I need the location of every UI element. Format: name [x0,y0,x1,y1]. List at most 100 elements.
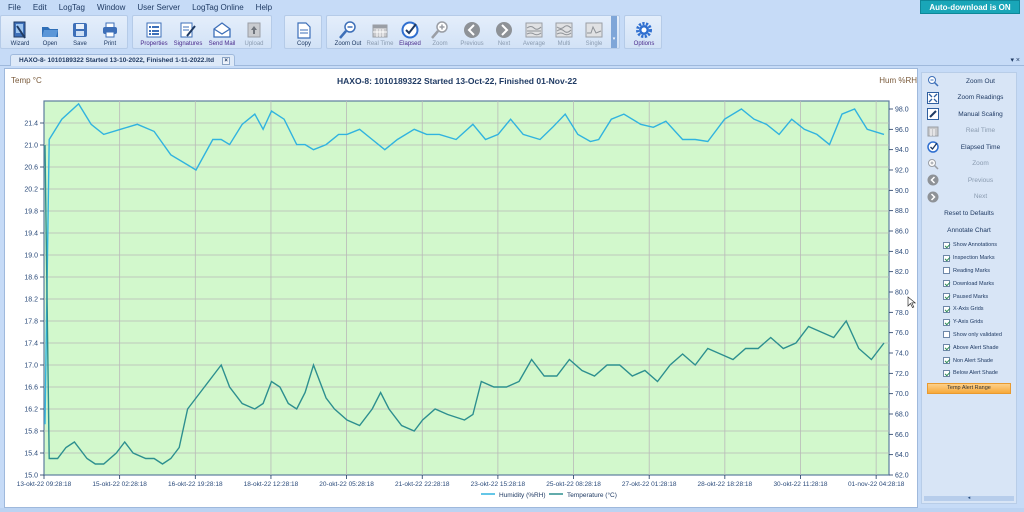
svg-text:20.6: 20.6 [24,165,38,172]
tab-controls[interactable]: ▾ × [1010,57,1020,64]
document-tab[interactable]: HAXO-8- 1010189322 Started 13-10-2022, F… [10,54,236,66]
menu-edit[interactable]: Edit [32,3,47,12]
above-alert-shade-checkbox[interactable]: Above Alert Shade [922,341,1016,354]
svg-text:28-okt-22 18:28:18: 28-okt-22 18:28:18 [698,481,753,488]
average-chart-icon [525,21,543,39]
mouse-cursor-icon [907,296,917,308]
signatures-button[interactable]: Signatures [171,16,205,50]
side-elapsed-time[interactable]: Elapsed Time [922,139,1016,156]
menu-help[interactable]: Help [255,3,273,12]
svg-text:27-okt-22 01:28:18: 27-okt-22 01:28:18 [622,481,677,488]
chart-pane: Temp °C HAXO-8: 1010189322 Started 13-Oc… [4,68,918,508]
paused-marks-checkbox[interactable]: Paused Marks [922,290,1016,303]
inspection-marks-checkbox[interactable]: Inspection Marks [922,252,1016,265]
svg-text:88.0: 88.0 [895,208,909,215]
reading-marks-checkbox[interactable]: Reading Marks [922,265,1016,278]
zoom-button[interactable]: Zoom [425,16,455,50]
wizard-icon [11,21,29,39]
left-axis-ticks: 15.0 15.4 15.8 16.2 16.6 17.0 17.4 17.8 18.2 18.6… [24,121,44,480]
calendar-icon [371,21,389,39]
save-icon [71,21,89,39]
elapsed-button[interactable]: Elapsed [395,16,425,50]
previous-button[interactable]: Previous [455,16,489,50]
reset-to-defaults-button[interactable]: Reset to Defaults [944,210,994,217]
svg-text:76.0: 76.0 [895,330,909,337]
next-icon [927,191,939,203]
side-zoom-readings[interactable]: Zoom Readings [922,90,1016,107]
manual-scaling-icon [927,108,939,121]
previous-icon [927,174,939,186]
chart-canvas[interactable]: Temp °C HAXO-8: 1010189322 Started 13-Oc… [5,69,919,509]
svg-text:16.2: 16.2 [24,407,38,414]
menu-logtag[interactable]: LogTag [58,3,85,12]
svg-text:66.0: 66.0 [895,432,909,439]
svg-text:17.8: 17.8 [24,319,38,326]
options-button[interactable]: Options [629,16,659,50]
menu-file[interactable]: File [8,3,21,12]
svg-text:01-nov-22 04:28:18: 01-nov-22 04:28:18 [848,481,905,488]
toolbar-group-view: Zoom Out Real Time Elapsed Zoom Previous… [326,15,620,49]
non-alert-shade-checkbox[interactable]: Non Alert Shade [922,354,1016,367]
next-button[interactable]: Next [489,16,519,50]
copy-button[interactable]: Copy [289,16,319,50]
copy-icon [295,21,313,39]
zoom-out-button[interactable]: Zoom Out [331,16,365,50]
previous-icon [463,21,481,39]
svg-text:90.0: 90.0 [895,188,909,195]
svg-text:30-okt-22 11:28:18: 30-okt-22 11:28:18 [773,481,827,488]
download-marks-checkbox[interactable]: Download Marks [922,277,1016,290]
svg-text:19.8: 19.8 [24,209,38,216]
close-tab-icon[interactable]: × [222,56,231,65]
humidity-legend-label: Humidity (%RH) [499,492,546,499]
show-only-validated-checkbox[interactable]: Show only validated [922,329,1016,342]
wizard-button[interactable]: Wizard [5,16,35,50]
show-annotations-checkbox[interactable]: Show Annotations [922,239,1016,252]
upload-button[interactable]: Upload [239,16,269,50]
x-axis-grids-checkbox[interactable]: X-Axis Grids [922,303,1016,316]
side-next[interactable]: Next [922,189,1016,206]
single-button[interactable]: Single [579,16,609,50]
send-mail-button[interactable]: Send Mail [205,16,239,50]
svg-text:17.0: 17.0 [24,363,38,370]
toolbar-group-file: Wizard Open Save Print [0,15,128,49]
svg-text:20-okt-22 05:28:18: 20-okt-22 05:28:18 [319,481,374,488]
save-button[interactable]: Save [65,16,95,50]
temp-alert-range-button[interactable]: Temp Alert Range [927,382,1011,394]
toolbar: Wizard Open Save Print Properties [0,15,666,51]
menu-window[interactable]: Window [96,3,126,12]
side-panel-scrollbar[interactable]: ◂ [924,496,1014,501]
open-folder-icon [41,21,59,39]
humidity-series-line [44,102,885,425]
svg-text:68.0: 68.0 [895,412,909,419]
svg-text:98.0: 98.0 [895,107,909,114]
svg-text:15.8: 15.8 [24,429,38,436]
side-zoom[interactable]: Zoom [922,156,1016,173]
svg-text:16-okt-22 19:28:18: 16-okt-22 19:28:18 [168,481,223,488]
menu-logtag-online[interactable]: LogTag Online [192,3,244,12]
y-axis-grids-checkbox[interactable]: Y-Axis Grids [922,316,1016,329]
side-previous[interactable]: Previous [922,172,1016,189]
chart-title: HAXO-8: 1010189322 Started 13-Oct-22, Fi… [337,76,577,86]
multi-button[interactable]: Multi [549,16,579,50]
auto-download-status-badge[interactable]: Auto-download is ON [920,0,1020,14]
toolbar-group-clipboard: Copy [284,15,322,49]
real-time-button[interactable]: Real Time [365,16,395,50]
open-button[interactable]: Open [35,16,65,50]
right-axis-label: Hum %RH [879,76,917,85]
below-alert-shade-checkbox[interactable]: Below Alert Shade [922,367,1016,380]
svg-text:15.4: 15.4 [24,451,38,458]
menu-user-server[interactable]: User Server [137,3,181,12]
zoom-out-icon [339,21,357,39]
side-zoom-out[interactable]: Zoom Out [922,73,1016,90]
svg-text:92.0: 92.0 [895,168,909,175]
upload-icon [245,21,263,39]
toolbar-overflow-dropdown[interactable]: ▾ [611,16,617,48]
properties-button[interactable]: Properties [137,16,171,50]
x-axis-ticks: 13-okt-22 09:28:18 15-okt-22 02:28:18 16-o… [17,475,905,488]
average-button[interactable]: Average [519,16,549,50]
side-real-time[interactable]: Real Time [922,123,1016,140]
svg-text:94.0: 94.0 [895,147,909,154]
side-manual-scaling[interactable]: Manual Scaling [922,106,1016,123]
print-button[interactable]: Print [95,16,125,50]
